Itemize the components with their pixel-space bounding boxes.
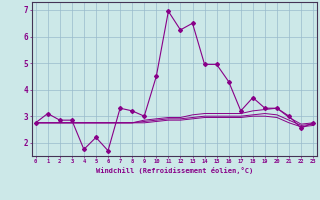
X-axis label: Windchill (Refroidissement éolien,°C): Windchill (Refroidissement éolien,°C): [96, 167, 253, 174]
